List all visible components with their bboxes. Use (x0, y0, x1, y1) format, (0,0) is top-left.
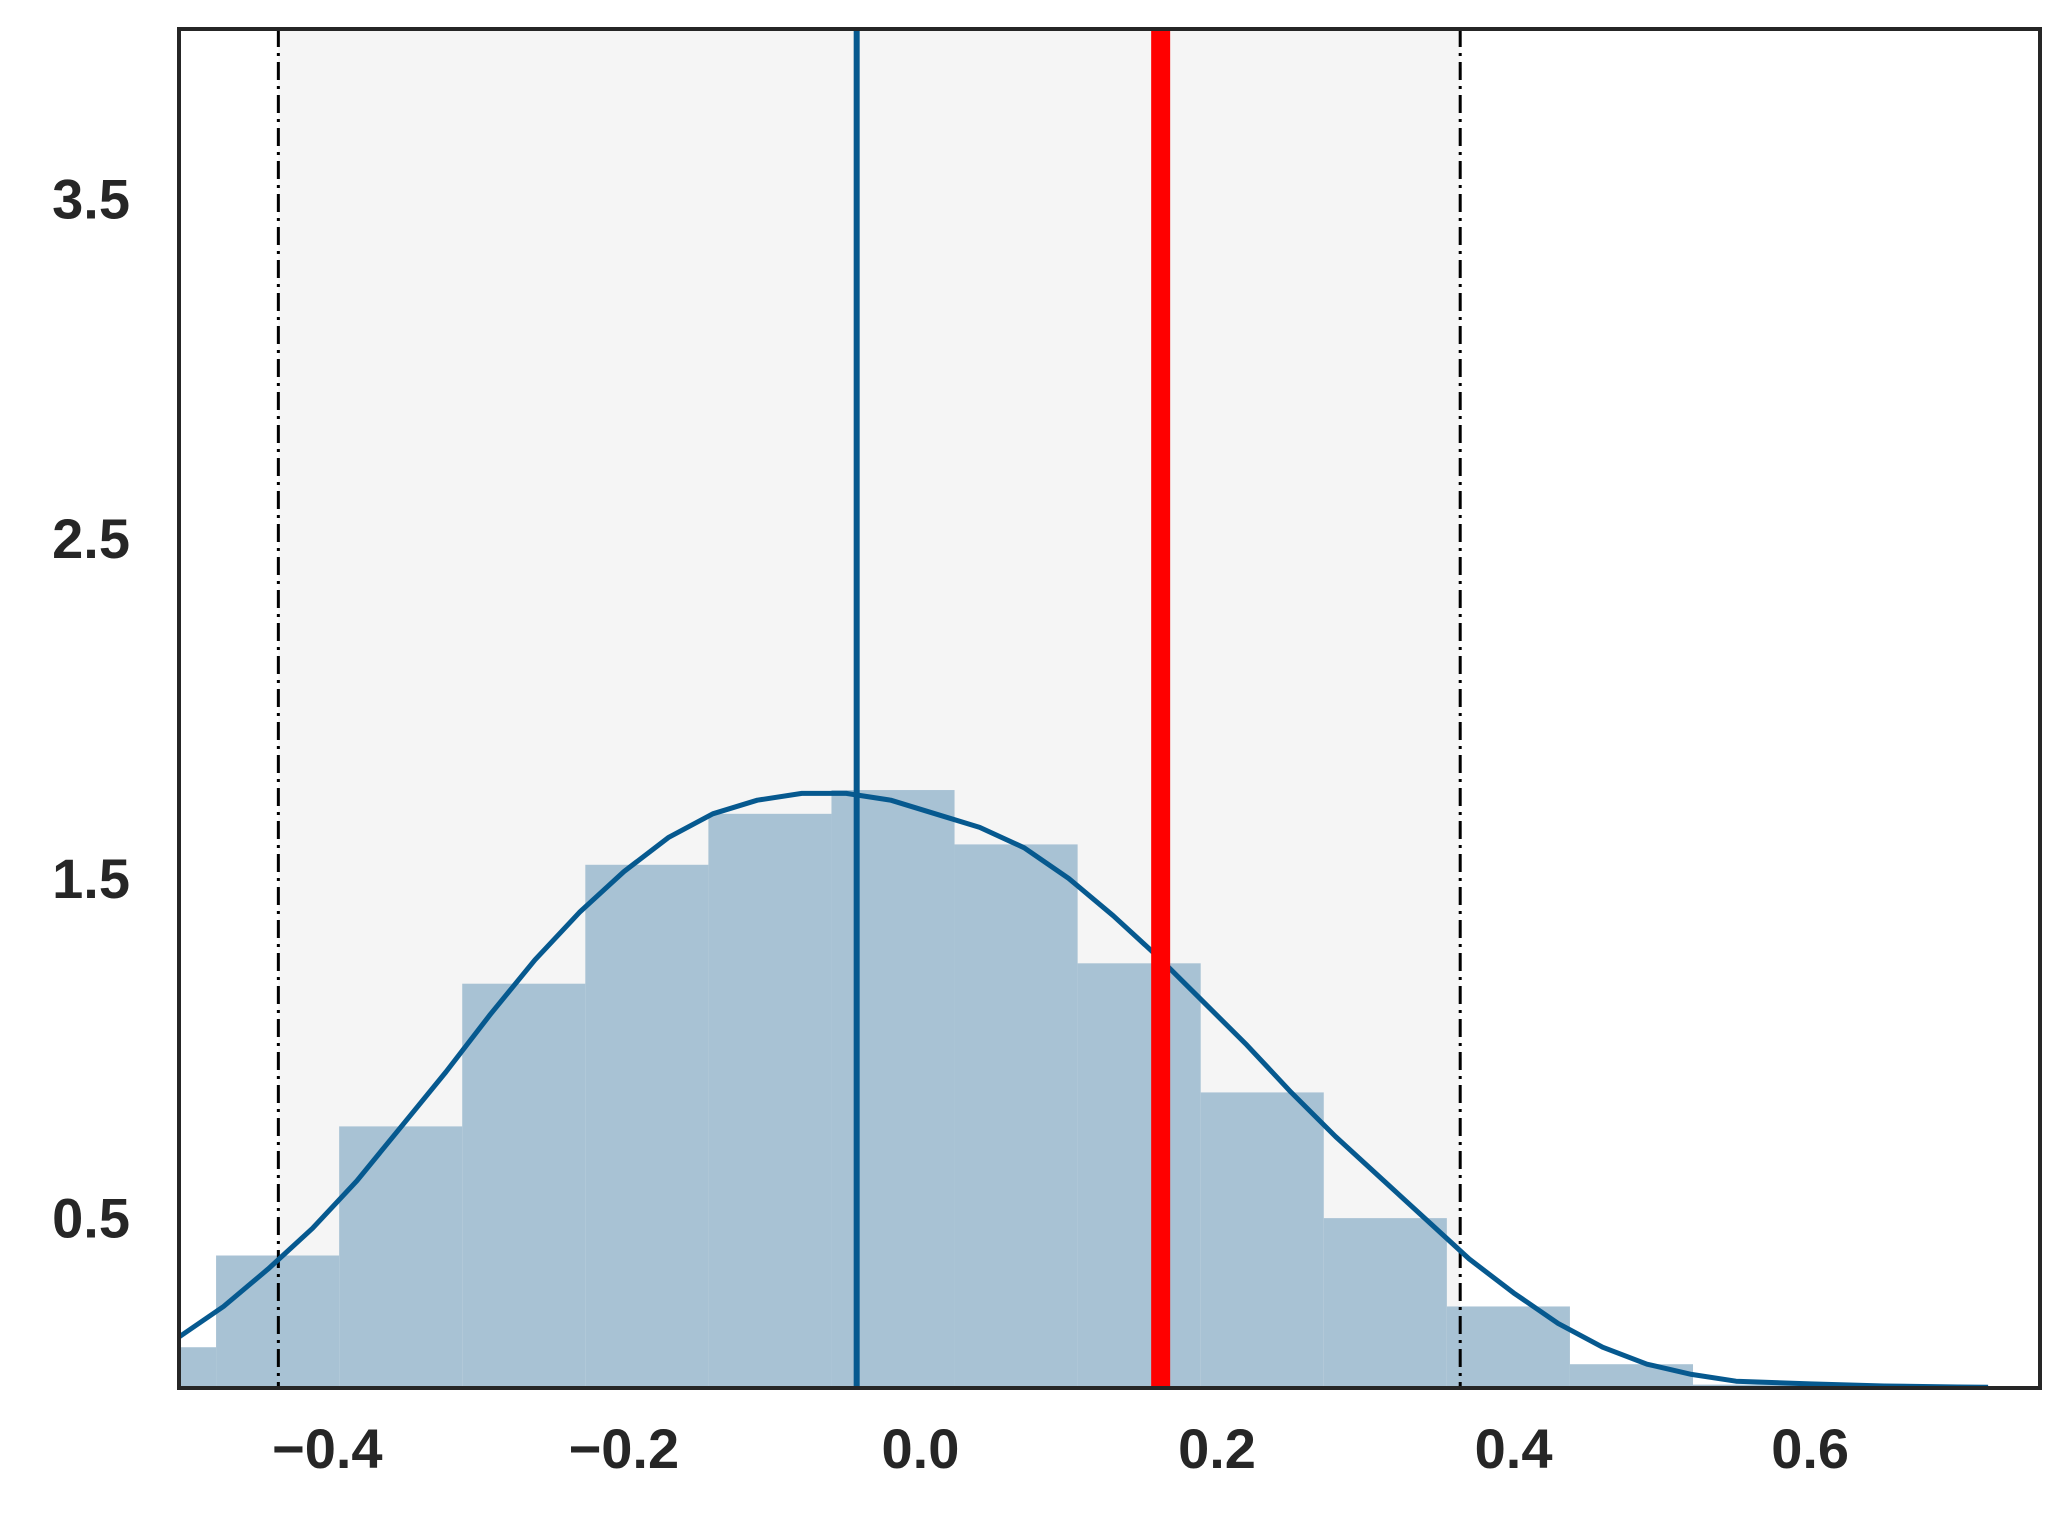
histogram-bar-12 (1569, 1364, 1694, 1388)
x-tick-label-5: 0.6 (1771, 1417, 1849, 1480)
histogram-bar-9 (1200, 1092, 1324, 1388)
y-tick-label-2: 2.5 (52, 507, 130, 570)
x-tick-label-4: 0.4 (1475, 1417, 1553, 1480)
histogram-bar-2 (339, 1126, 463, 1388)
y-axis-ticks: 0.5 1.5 2.5 3.5 (52, 167, 130, 1249)
histogram-bars (179, 790, 1817, 1388)
reference-lines (276, 29, 1462, 1388)
kde-curve-layer (177, 29, 1989, 1390)
x-tick-label-0: −0.4 (272, 1417, 383, 1480)
y-tick-label-3: 3.5 (52, 167, 130, 230)
histogram-bar-3 (462, 983, 586, 1388)
histogram-bar-7 (954, 844, 1078, 1388)
x-tick-label-2: 0.0 (882, 1417, 960, 1480)
x-tick-label-1: −0.2 (569, 1417, 680, 1480)
x-axis-ticks: −0.4 −0.2 0.0 0.2 0.4 0.6 (272, 1417, 1849, 1480)
histogram-bar-5 (708, 813, 832, 1388)
histogram-bar-8 (1077, 963, 1201, 1388)
y-tick-label-0: 0.5 (52, 1187, 130, 1250)
kde-curve (177, 790, 1989, 1390)
plot-frame (177, 27, 2042, 1390)
x-tick-label-3: 0.2 (1178, 1417, 1256, 1480)
histogram-bar-0 (179, 1347, 217, 1388)
histogram-bar-6 (831, 790, 955, 1388)
histogram-bar-10 (1323, 1218, 1447, 1388)
y-tick-label-1: 1.5 (52, 847, 130, 910)
histogram-bar-4 (585, 864, 709, 1388)
